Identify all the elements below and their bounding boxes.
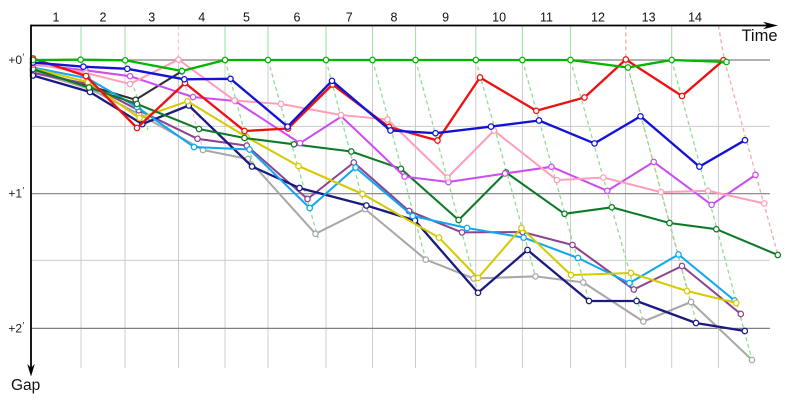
svg-text:1: 1 bbox=[53, 11, 60, 25]
svg-text:3: 3 bbox=[148, 11, 155, 25]
svg-text:+2: +2 bbox=[8, 321, 22, 335]
svg-text:+1: +1 bbox=[8, 187, 22, 201]
svg-text:8: 8 bbox=[391, 11, 398, 25]
svg-text:9: 9 bbox=[442, 11, 449, 25]
svg-text:12: 12 bbox=[591, 11, 605, 25]
svg-text:13: 13 bbox=[642, 11, 656, 25]
svg-text:Gap: Gap bbox=[11, 377, 40, 394]
svg-text:′: ′ bbox=[23, 186, 25, 196]
svg-text:2: 2 bbox=[100, 11, 107, 25]
svg-text:7: 7 bbox=[346, 11, 353, 25]
svg-text:6: 6 bbox=[294, 11, 301, 25]
svg-text:′: ′ bbox=[23, 52, 25, 62]
svg-text:5: 5 bbox=[243, 11, 250, 25]
svg-text:4: 4 bbox=[198, 11, 205, 25]
svg-text:+0: +0 bbox=[8, 53, 22, 67]
svg-text:Time: Time bbox=[741, 27, 777, 45]
svg-text:′: ′ bbox=[23, 320, 25, 330]
svg-text:11: 11 bbox=[540, 11, 553, 25]
svg-text:14: 14 bbox=[688, 11, 702, 25]
svg-text:10: 10 bbox=[492, 11, 506, 25]
